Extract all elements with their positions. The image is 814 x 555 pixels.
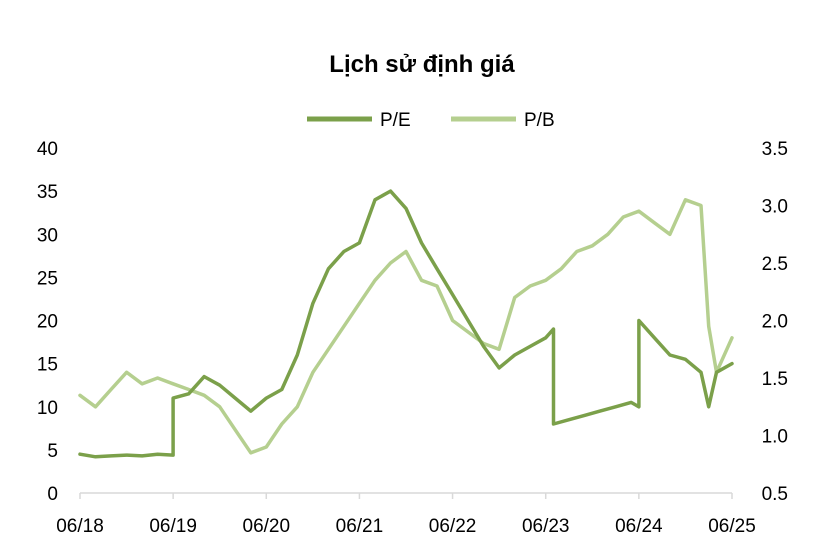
- y-left-tick-label: 40: [37, 139, 58, 160]
- y-right-tick-label: 3.5: [762, 139, 788, 160]
- series-line-pb: [78, 198, 734, 455]
- x-tick-label: 06/19: [149, 516, 197, 537]
- series-layer: [78, 189, 734, 459]
- chart-title: Lịch sử định giá: [329, 51, 515, 78]
- legend: P/E P/B: [307, 110, 555, 131]
- y-left-tick-label: 10: [37, 398, 58, 419]
- series-line-pe: [78, 189, 734, 459]
- y-left-tick-label: 15: [37, 355, 58, 376]
- x-tick-label: 06/20: [243, 516, 291, 537]
- legend-label-pe: P/E: [380, 110, 411, 131]
- y-right-tick-label: 2.0: [762, 312, 788, 333]
- x-tick-label: 06/22: [429, 516, 477, 537]
- y-axis-left: 0 5 10 15 20 25 30 35 40: [37, 139, 58, 505]
- y-left-tick-label: 0: [47, 484, 58, 505]
- x-tick-label: 06/23: [522, 516, 570, 537]
- y-right-tick-label: 2.5: [762, 254, 788, 275]
- legend-label-pb: P/B: [524, 110, 555, 131]
- y-right-tick-label: 0.5: [762, 484, 788, 505]
- y-left-tick-label: 35: [37, 182, 58, 203]
- y-left-tick-label: 25: [37, 268, 58, 289]
- y-right-tick-label: 3.0: [762, 197, 788, 218]
- x-tick-label: 06/24: [615, 516, 663, 537]
- x-axis: 06/18 06/19 06/20 06/21 06/22 06/23 06/24 06/25: [56, 493, 756, 537]
- y-left-tick-label: 30: [37, 225, 58, 246]
- x-tick-label: 06/18: [56, 516, 104, 537]
- y-left-tick-label: 20: [37, 312, 58, 333]
- x-tick-label: 06/21: [336, 516, 384, 537]
- y-right-tick-label: 1.5: [762, 369, 788, 390]
- y-right-tick-label: 1.0: [762, 427, 788, 448]
- y-axis-right: 0.5 1.0 1.5 2.0 2.5 3.0 3.5: [762, 139, 788, 505]
- y-left-tick-label: 5: [47, 441, 58, 462]
- x-tick-label: 06/25: [708, 516, 756, 537]
